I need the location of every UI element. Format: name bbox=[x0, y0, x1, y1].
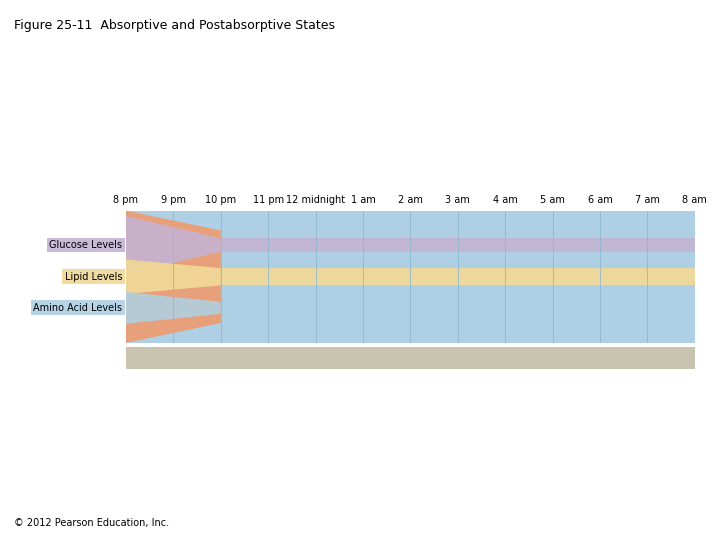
Text: © 2012 Pearson Education, Inc.: © 2012 Pearson Education, Inc. bbox=[14, 518, 169, 528]
Text: Glucose Levels: Glucose Levels bbox=[50, 240, 122, 250]
Text: Figure 25-11  Absorptive and Postabsorptive States: Figure 25-11 Absorptive and Postabsorpti… bbox=[14, 19, 336, 32]
Text: 6 am: 6 am bbox=[588, 194, 613, 205]
Text: 8 am: 8 am bbox=[683, 194, 707, 205]
Text: 9 pm: 9 pm bbox=[161, 194, 186, 205]
Polygon shape bbox=[221, 302, 695, 314]
Text: 10 pm: 10 pm bbox=[205, 194, 236, 205]
Text: 7 am: 7 am bbox=[635, 194, 660, 205]
Text: 8 pm: 8 pm bbox=[114, 194, 138, 205]
Text: 3 am: 3 am bbox=[446, 194, 470, 205]
Polygon shape bbox=[126, 216, 221, 274]
Text: Amino Acid Levels: Amino Acid Levels bbox=[33, 303, 122, 313]
Polygon shape bbox=[126, 292, 221, 323]
Polygon shape bbox=[126, 211, 221, 343]
Text: 12 midnight: 12 midnight bbox=[286, 194, 345, 205]
Text: 5 am: 5 am bbox=[540, 194, 565, 205]
Text: 4 am: 4 am bbox=[492, 194, 518, 205]
Text: 11 pm: 11 pm bbox=[253, 194, 284, 205]
Text: 2 am: 2 am bbox=[398, 194, 423, 205]
Polygon shape bbox=[221, 268, 695, 285]
Polygon shape bbox=[221, 238, 695, 252]
Text: 1 am: 1 am bbox=[351, 194, 375, 205]
Text: Lipid Levels: Lipid Levels bbox=[65, 272, 122, 282]
Polygon shape bbox=[126, 260, 221, 294]
